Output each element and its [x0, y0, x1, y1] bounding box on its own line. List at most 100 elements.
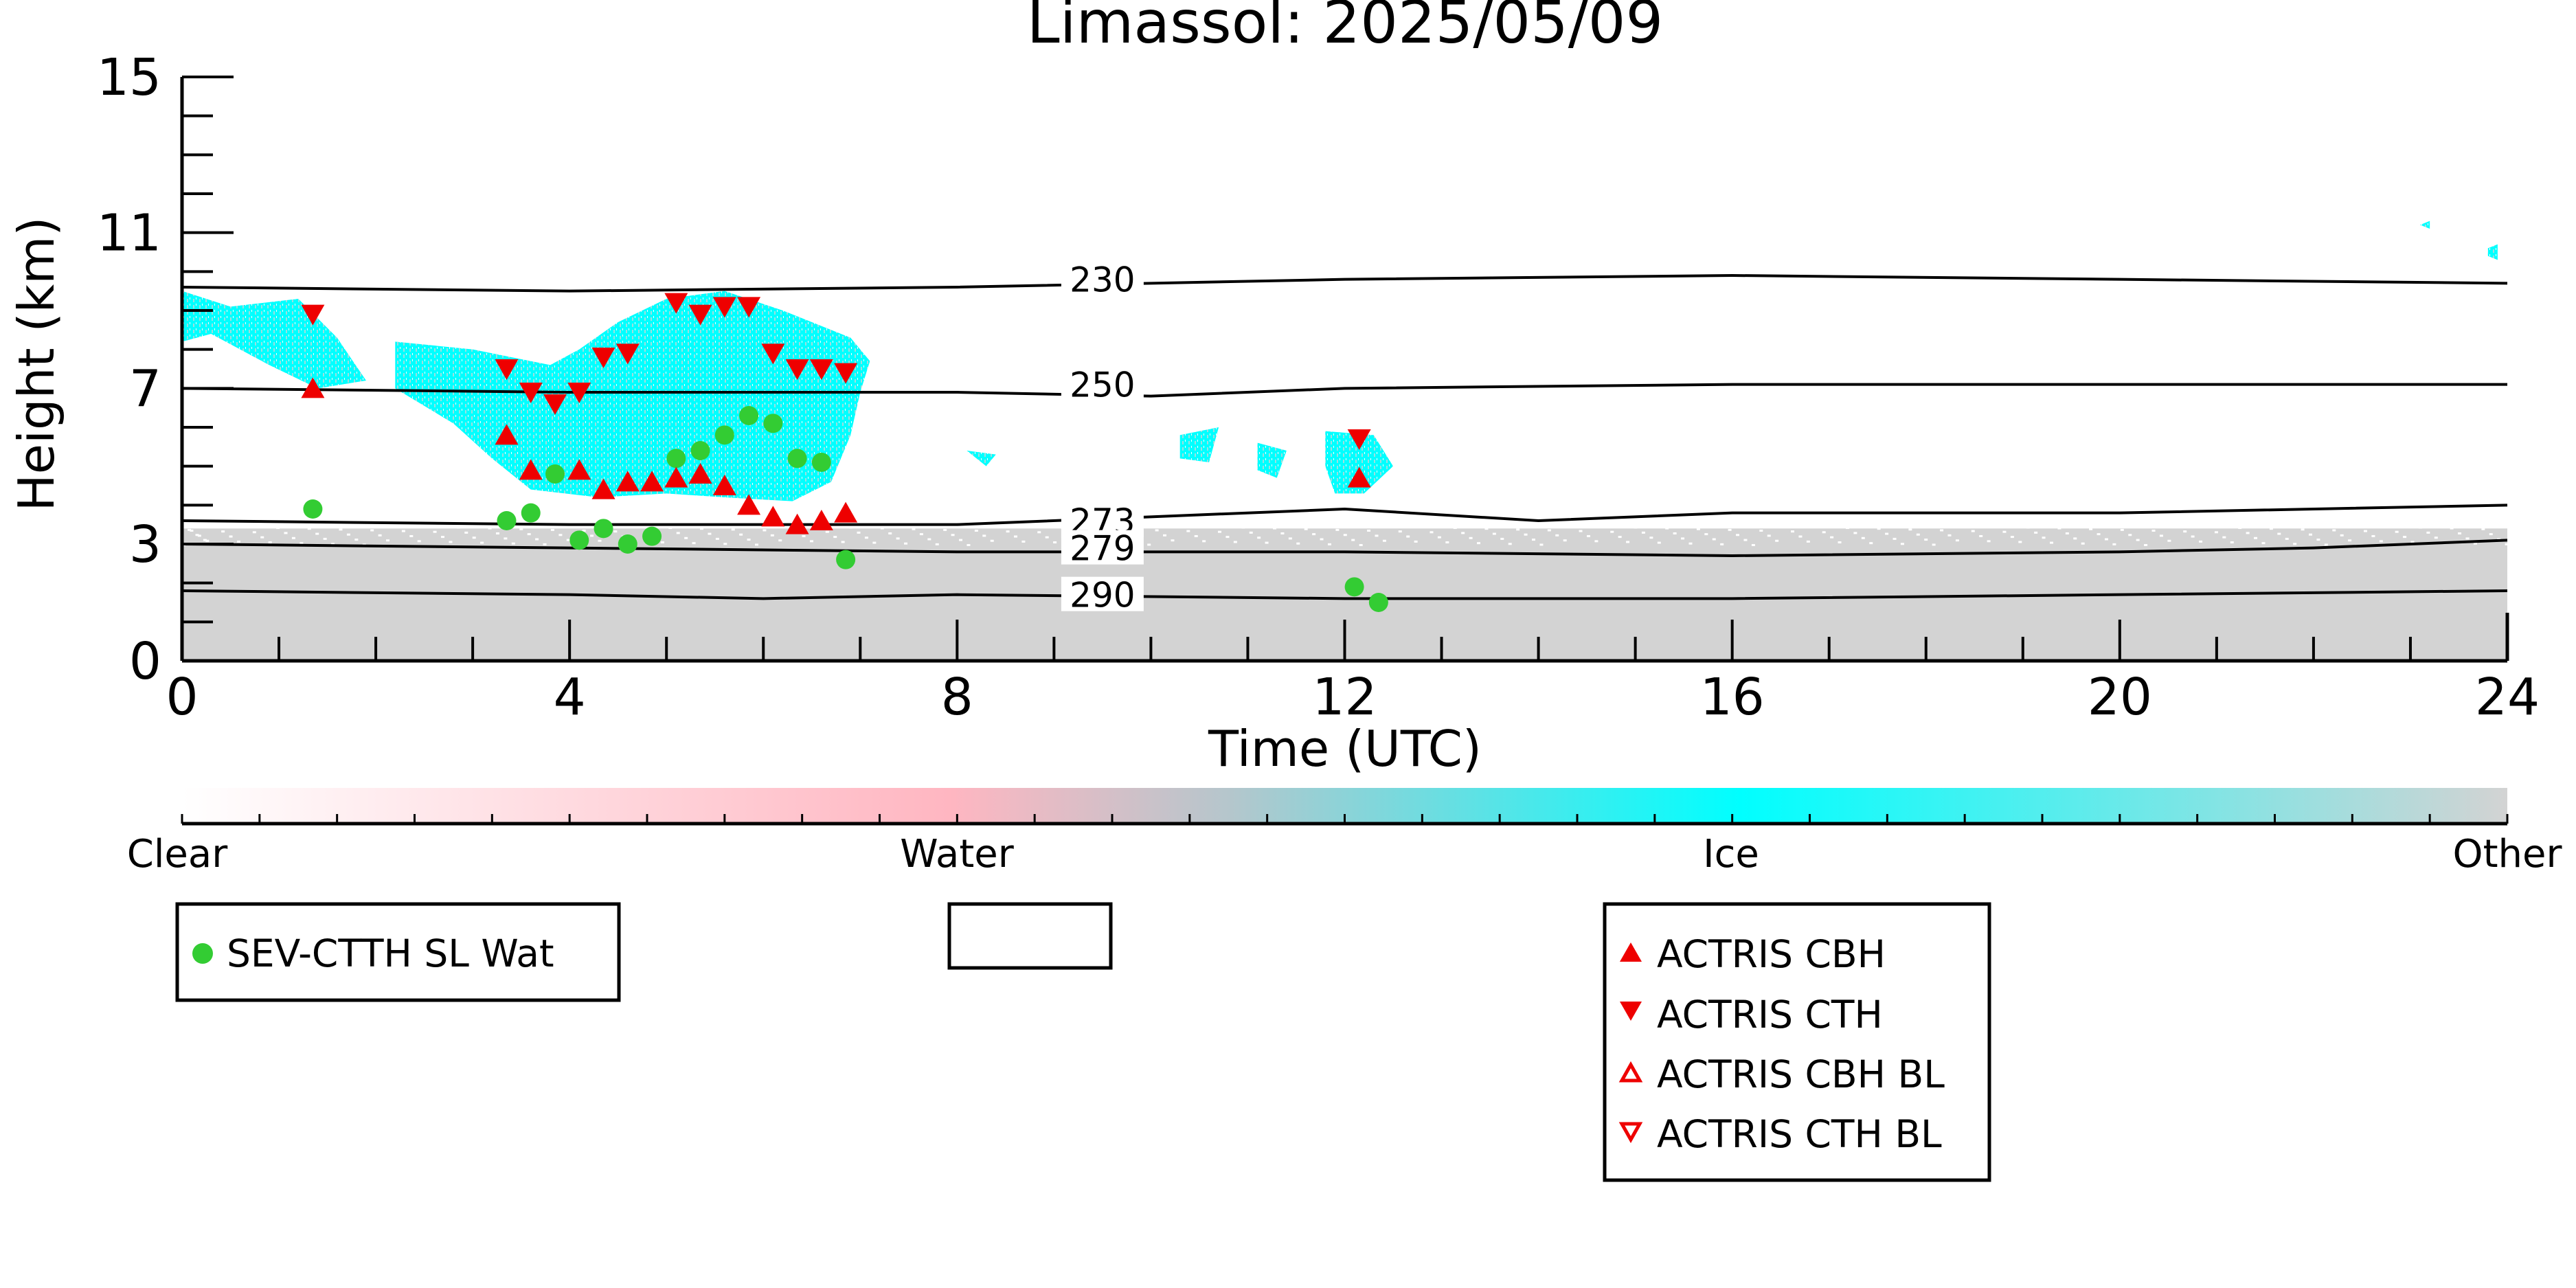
actris-cth-point: [519, 383, 543, 403]
other-layer-speckle: [1649, 536, 1653, 539]
other-layer-speckle: [1202, 540, 1206, 543]
other-layer-speckle: [1147, 543, 1151, 546]
other-layer-speckle: [2167, 539, 2171, 542]
other-layer-speckle: [1453, 527, 1457, 530]
other-layer-speckle: [872, 541, 877, 544]
other-layer-speckle: [1594, 540, 1598, 543]
other-layer-speckle: [245, 526, 249, 528]
other-layer-speckle: [1571, 525, 1575, 528]
other-layer-speckle: [511, 542, 515, 545]
other-layer-speckle: [1335, 528, 1340, 531]
other-layer-speckle: [2002, 530, 2007, 533]
isotherm-label-bg: [1061, 366, 1144, 401]
other-layer-speckle: [1555, 534, 1559, 536]
other-layer-speckle: [2222, 536, 2226, 539]
isotherm-label-bg: [1061, 530, 1144, 565]
other-layer-speckle: [912, 528, 916, 530]
legend-actris-cth-bl-label: ACTRIS CTH BL: [1657, 1112, 1942, 1156]
other-layer-speckle: [307, 528, 311, 530]
actris-cbh-point: [761, 506, 785, 527]
other-layer-speckle: [1492, 532, 1496, 535]
other-layer-speckle: [2418, 526, 2422, 529]
sev-ctth-point: [690, 441, 710, 460]
other-layer-speckle: [1272, 527, 1276, 530]
other-layer-speckle: [809, 540, 813, 543]
other-layer-speckle: [1390, 525, 1394, 528]
other-layer-speckle: [1445, 541, 1449, 544]
other-layer-speckle: [1790, 530, 1794, 533]
legend-filled-triangle-up-icon: [1620, 942, 1642, 962]
other-layer-speckle: [213, 525, 217, 528]
y-tick-label: 7: [129, 359, 161, 418]
other-layer-speckle: [1218, 530, 1222, 533]
other-layer-speckle: [778, 539, 782, 542]
other-layer-speckle: [2191, 535, 2195, 538]
other-layer-speckle: [346, 533, 350, 536]
other-layer-speckle: [2395, 530, 2399, 533]
legend-actris-cbh-bl-label: ACTRIS CBH BL: [1657, 1052, 1945, 1096]
other-layer-speckle: [260, 536, 264, 539]
other-layer-speckle: [425, 526, 429, 528]
isotherm-label-bg: [1061, 576, 1144, 611]
other-layer-speckle: [2199, 540, 2203, 543]
other-layer-speckle: [1406, 535, 1410, 538]
other-layer-speckle: [731, 528, 735, 531]
other-layer-speckle: [1963, 525, 1967, 528]
other-layer-speckle: [1995, 526, 1999, 528]
actris-cbh-point: [809, 510, 833, 530]
other-layer-speckle: [1775, 539, 1779, 542]
other-layer-speckle: [2151, 530, 2156, 532]
y-tick-label: 3: [129, 515, 161, 574]
other-layer-speckle: [1704, 533, 1708, 536]
actris-cth-point: [664, 293, 688, 314]
actris-cth-point: [615, 343, 640, 365]
other-layer-speckle: [203, 539, 207, 541]
axes: 0 3 7 11 15 0 4 8 12 16 20 24: [97, 48, 2540, 727]
other-layer-speckle: [1375, 534, 1379, 537]
sev-ctth-point: [1368, 593, 1388, 612]
other-layer-speckle: [2050, 541, 2054, 544]
other-layer-speckle: [660, 541, 664, 544]
other-layer-speckle: [1806, 540, 1810, 543]
other-layer-speckle: [1845, 527, 1849, 530]
other-layer-speckle: [943, 528, 947, 531]
other-layer-speckle: [1037, 531, 1041, 534]
chart-title: Limassol: 2025/05/09: [1027, 0, 1663, 57]
ice-cloud-region-0: [182, 291, 366, 389]
isotherm-label-250: 250: [1070, 365, 1135, 405]
other-layer-speckle: [2112, 543, 2116, 545]
legend-satellite: SEV-CTTH SL Wat: [175, 902, 621, 1002]
other-layer-speckle: [2246, 532, 2250, 534]
legend-green-circle-icon: [192, 943, 213, 964]
other-layer-speckle: [2355, 525, 2360, 528]
other-layer-speckle: [896, 537, 900, 540]
x-tick-label: 8: [941, 668, 973, 727]
other-layer-speckle: [2332, 529, 2336, 532]
other-layer-speckle: [2238, 527, 2242, 530]
other-layer-speckle: [1634, 526, 1638, 529]
other-layer-speckle: [2144, 544, 2148, 546]
other-layer-speckle: [339, 528, 343, 531]
other-layer-speckle: [188, 528, 192, 531]
other-layer-speckle: [2410, 541, 2415, 543]
phase-colorbar: Clear Water Ice Other: [127, 788, 2562, 877]
other-layer-speckle: [613, 530, 618, 533]
other-layer-speckle: [747, 539, 751, 541]
other-layer-speckle: [2214, 531, 2218, 534]
other-layer-speckle: [1249, 531, 1253, 534]
isotherm-label-290: 290: [1070, 576, 1135, 615]
other-layer-speckle: [1280, 532, 1285, 534]
other-layer-speckle: [1728, 528, 1732, 531]
other-layer-speckle: [1359, 544, 1363, 546]
other-layer-speckle: [692, 542, 696, 545]
other-layer-speckle: [543, 543, 547, 545]
other-layer-speckle: [2128, 534, 2132, 536]
other-layer-speckle: [1257, 536, 1261, 539]
other-layer-speckle: [2450, 527, 2454, 530]
other-layer-speckle: [236, 540, 240, 543]
other-layer-speckle: [1155, 529, 1159, 532]
other-layer-speckle: [1783, 525, 1787, 528]
other-layer-speckle: [2301, 528, 2305, 531]
ice-cloud-region-4: [1257, 442, 1287, 478]
other-layer-speckle: [1398, 530, 1402, 533]
